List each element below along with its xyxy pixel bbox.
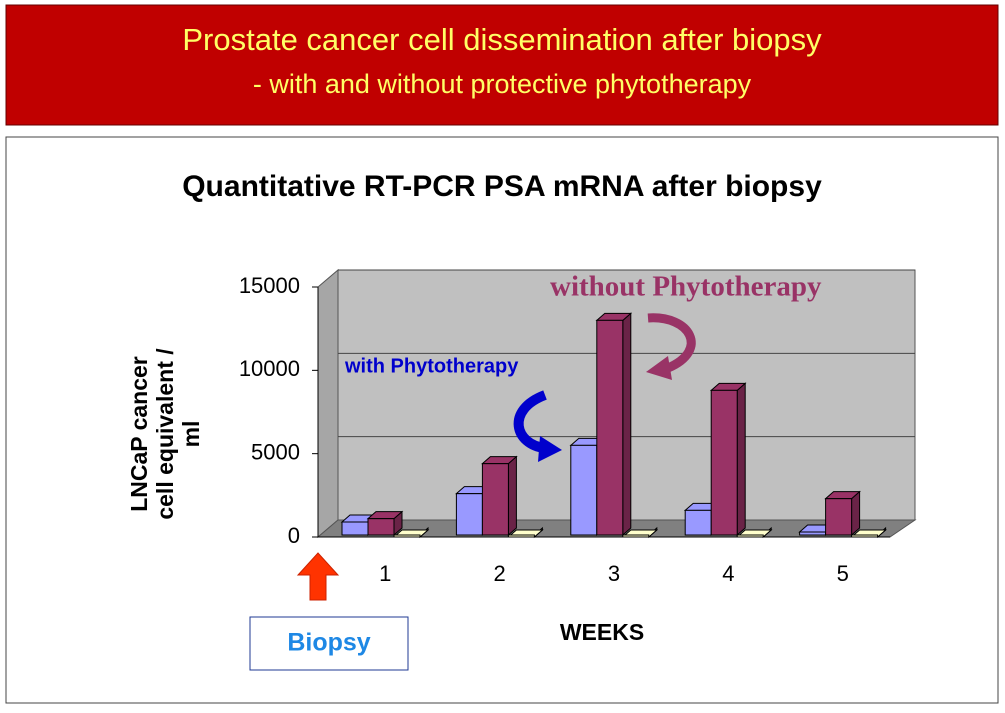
x-axis-label: WEEKS xyxy=(560,619,644,645)
header-box xyxy=(5,4,999,126)
bar xyxy=(481,463,509,536)
y-tick-label: 5000 xyxy=(251,439,300,464)
bar xyxy=(570,444,598,536)
plot: 0 5000 10000 15000 1 2 3 4 5 xyxy=(239,268,917,586)
arrow-with xyxy=(513,390,548,453)
bar xyxy=(684,509,712,536)
bar xyxy=(622,534,650,538)
x-tick-label: 5 xyxy=(837,561,849,586)
y-tick-label: 15000 xyxy=(239,273,300,298)
bar-side-shade xyxy=(622,313,631,535)
biopsy-label: Biopsy xyxy=(287,629,370,657)
bar xyxy=(710,389,738,536)
bar-side-shade xyxy=(508,456,517,535)
bar xyxy=(851,534,879,538)
y-tick-label: 10000 xyxy=(239,356,300,381)
header-subtitle: - with and without protective phytothera… xyxy=(253,69,752,99)
y-axis-label: LNCaP cancer cell equivalent / ml xyxy=(126,348,204,520)
x-tick-label: 1 xyxy=(379,561,391,586)
biopsy-box xyxy=(249,616,409,671)
y-tick-label: 0 xyxy=(288,523,300,548)
x-tick-label: 4 xyxy=(722,561,734,586)
bar-side-shade xyxy=(737,383,746,535)
bar-side-shade xyxy=(851,491,860,535)
annotation-without: without Phytotherapy xyxy=(550,271,822,303)
side-wall xyxy=(317,268,339,539)
arrow-head xyxy=(538,436,562,462)
bar xyxy=(367,518,395,536)
bar xyxy=(596,319,624,536)
bar xyxy=(507,534,535,538)
bar xyxy=(341,521,369,536)
x-tick-label: 2 xyxy=(493,561,505,586)
header-title: Prostate cancer cell dissemination after… xyxy=(182,22,822,57)
bar xyxy=(393,534,421,538)
arrow-without xyxy=(647,313,696,373)
x-tick-label: 3 xyxy=(608,561,620,586)
arrow-head xyxy=(646,356,672,380)
annotation-with: with Phytotherapy xyxy=(344,355,519,377)
chart-title: Quantitative RT-PCR PSA mRNA after biops… xyxy=(182,170,822,203)
bar xyxy=(825,498,853,536)
bar xyxy=(736,534,764,538)
bar xyxy=(455,493,483,536)
biopsy-arrow xyxy=(296,552,340,601)
bar xyxy=(799,531,827,536)
